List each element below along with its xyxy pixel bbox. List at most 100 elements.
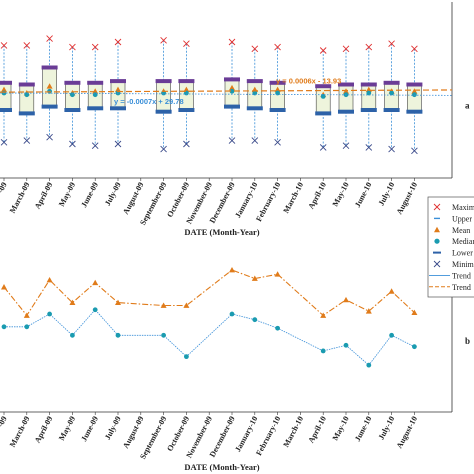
median-point	[47, 311, 52, 317]
mean-marker	[411, 88, 418, 94]
lower-quartile-bar	[18, 111, 35, 116]
upper-quartile-bar	[246, 79, 263, 84]
lower-quartile-bar	[315, 111, 332, 116]
box-August-10	[406, 45, 423, 155]
mean-point	[69, 299, 76, 306]
maximum-marker	[411, 45, 418, 53]
upper-quartile-bar	[18, 82, 35, 87]
x-tick-label: January-10	[233, 181, 259, 220]
minimum-marker	[319, 144, 327, 151]
lower-quartile-bar	[110, 106, 126, 111]
mean-point	[92, 279, 99, 286]
median-point	[412, 344, 417, 350]
box-plot-panel-a: y = -0.0007x + 29.78 y = 0.0006x - 13.93 a…	[0, 2, 470, 237]
x-tick-label: October-09	[165, 181, 191, 219]
lower-quartile-bar	[155, 109, 172, 114]
minimum-marker	[91, 142, 99, 150]
median-marker	[229, 88, 235, 94]
minimum-marker	[114, 140, 122, 148]
minimum-marker	[0, 138, 8, 146]
upper-quartile-bar	[406, 82, 423, 87]
upper-quartile-bar	[360, 82, 377, 87]
mean-marker	[46, 83, 53, 89]
legend-maximum-symbol	[433, 203, 441, 211]
mean-point	[388, 288, 395, 294]
mean-point	[160, 302, 167, 308]
minimum-marker	[342, 142, 350, 150]
lower-quartile-bar	[383, 108, 400, 112]
maximum-marker	[91, 43, 99, 51]
panel-label-a: a	[465, 100, 470, 110]
legend-box	[427, 196, 474, 298]
minimum-marker	[388, 145, 395, 153]
median-marker	[389, 90, 394, 96]
mean-point	[320, 312, 327, 318]
box-body	[19, 84, 35, 114]
x-tick-label: August-09	[121, 181, 145, 216]
x-tick-label: May-10	[331, 181, 351, 208]
x-tick-label: June-10	[353, 181, 374, 209]
x-tick-label: -09	[0, 415, 9, 429]
mean-point	[365, 308, 372, 314]
box-May-10	[338, 45, 354, 150]
mean-point	[115, 299, 121, 306]
maximum-marker	[0, 42, 8, 49]
upper-quartile-bar	[155, 79, 172, 84]
lower-quartile-bar	[0, 108, 12, 112]
mean-marker	[229, 84, 235, 91]
maximum-marker	[46, 35, 53, 42]
x-tick-label: March-09	[8, 415, 32, 449]
upper-quartile-bar	[0, 80, 12, 85]
panel-label-b: b	[465, 336, 470, 346]
mean-point	[23, 312, 30, 318]
legend-median-symbol	[434, 238, 440, 244]
maximum-marker	[388, 40, 395, 48]
upper-quartile-bar	[269, 80, 286, 85]
x-tick-label: April-09	[33, 415, 55, 445]
legend-item: Trend	[429, 271, 471, 280]
x-tick-label: June-10	[353, 415, 374, 443]
median-marker	[320, 94, 326, 99]
lower-quartile-bar	[87, 106, 104, 111]
x-tick-label: July-09	[103, 415, 123, 442]
maximum-marker	[319, 47, 327, 54]
upper-quartile-bar	[178, 79, 195, 84]
x-tick-label: April-10	[306, 181, 328, 211]
mean-point	[411, 309, 418, 315]
minimum-marker	[183, 140, 190, 148]
legend-item: Minim	[433, 260, 474, 269]
x-tick-label: July-10	[377, 181, 397, 208]
legend-mean-symbol	[434, 226, 440, 233]
box-June-09	[87, 43, 104, 150]
median-point	[184, 354, 189, 360]
median-marker	[70, 92, 75, 98]
median-point	[252, 317, 258, 323]
legend-label: Minim	[452, 260, 474, 269]
maximum-marker	[342, 45, 350, 53]
box-May-09	[64, 43, 81, 148]
legend: Maxim Upper Mean Median Lower Minim Trend Trend	[427, 196, 474, 298]
x-tick-label: May-09	[57, 181, 77, 208]
legend-label: Median	[452, 237, 474, 246]
trend-equation-blue: y = -0.0007x + 29.78	[114, 97, 184, 106]
median-point	[92, 307, 98, 313]
x-tick-label: August-10	[395, 181, 419, 216]
lower-quartile-bar	[64, 108, 81, 112]
x-tick-label: August-10	[395, 415, 419, 450]
mean-marker	[92, 88, 99, 94]
box-July-09	[110, 38, 126, 148]
box-April-10	[315, 47, 332, 151]
upper-quartile-bar	[87, 80, 104, 85]
median-point	[320, 348, 326, 354]
legend-item: Maxim	[433, 203, 474, 212]
upper-quartile-bar	[110, 79, 126, 84]
lower-quartile-bar	[360, 108, 377, 112]
trend-line-orange	[0, 89, 453, 93]
lower-quartile-bar	[406, 109, 423, 114]
upper-quartile-bar	[41, 65, 58, 70]
x-tick-label: May-09	[57, 415, 77, 442]
maximum-marker	[251, 45, 259, 53]
box-June-10	[360, 43, 377, 151]
x-tick-label: April-09	[33, 181, 55, 211]
legend-item: Mean	[434, 226, 470, 235]
